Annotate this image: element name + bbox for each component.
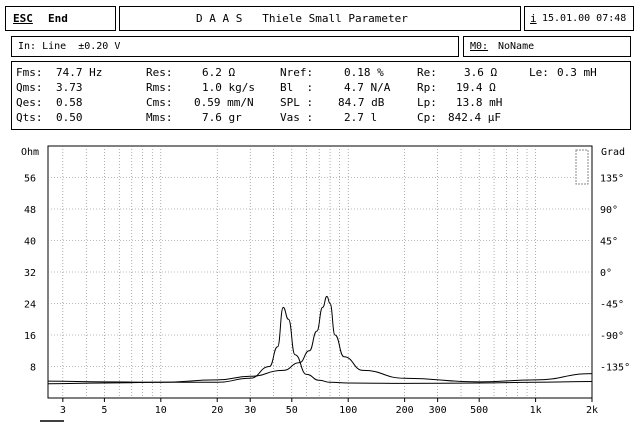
y-left-axis-label: Ohm: [21, 147, 39, 158]
y-left-ticks: 56 48 40 32 24 16 8: [24, 174, 36, 374]
param-rp-name: Rp:: [417, 81, 437, 94]
input-level-box[interactable]: In: Line ±0.20 V: [11, 36, 459, 57]
param-nref-value: 0.18 %: [344, 66, 384, 79]
y-right-tick-label: -135°: [600, 363, 630, 374]
y-right-tick-label: 45°: [600, 237, 618, 248]
param-fms-value: 74.7 Hz: [56, 66, 103, 79]
param-fms-name: Fms:: [16, 66, 43, 79]
esc-key-label: ESC: [13, 12, 33, 25]
mode-box[interactable]: M0: NoName: [463, 36, 631, 57]
esc-end-button[interactable]: ESC End: [5, 6, 116, 31]
param-qms-name: Qms:: [16, 81, 43, 94]
param-mms-name: Mms:: [146, 111, 173, 124]
param-rp-value: 19.4 Ω: [456, 81, 496, 94]
plot-grid: [48, 146, 592, 398]
y-right-axis-label: Grad: [601, 147, 625, 158]
param-cms-value: 0.59 mm/N: [194, 96, 254, 109]
param-spl-name: SPL :: [280, 96, 314, 109]
x-tick-label: 20: [211, 405, 223, 416]
param-rms-value: 1.0 kg/s: [202, 81, 255, 94]
impedance-curve-1: [47, 306, 593, 384]
x-tick-label: 30: [244, 405, 256, 416]
param-cp-value: 842.4 µF: [448, 111, 501, 124]
param-bl-name: Bl :: [280, 81, 314, 94]
y-right-ticks: 135° 90° 45° 0° -45° -90° -135°: [600, 174, 630, 374]
x-tick-label: 5: [101, 405, 107, 416]
y-right-tick-label: 0°: [600, 268, 612, 279]
x-tick-label: 50: [286, 405, 298, 416]
param-bl-value: 4.7 N/A: [344, 81, 391, 94]
page-title: D A A S Thiele Small Parameter: [196, 12, 408, 25]
parameter-panel: Fms: 74.7 Hz Qms: 3.73 Qes: 0.58 Qts: 0.…: [11, 61, 631, 130]
info-datetime[interactable]: i 15.01.00 07:48: [524, 6, 634, 31]
x-tick-label: 3: [60, 405, 66, 416]
param-lp-value: 13.8 mH: [456, 96, 503, 109]
param-le-value: 0.3 mH: [557, 66, 597, 79]
param-nref-name: Nref:: [280, 66, 314, 79]
x-tick-label: 1k: [530, 405, 542, 416]
param-mms-value: 7.6 gr: [202, 111, 242, 124]
mode-key: M0:: [470, 41, 489, 52]
param-spl-value: 84.7 dB: [338, 96, 385, 109]
x-tick-label: 200: [396, 405, 414, 416]
param-qes-value: 0.58: [56, 96, 83, 109]
param-qms-value: 3.73: [56, 81, 83, 94]
y-left-tick-label: 8: [30, 363, 36, 374]
x-ticks: 3 5 10 20 30 50 100 200 300 500 1k 2k: [60, 398, 598, 416]
mode-value: NoName: [498, 41, 535, 52]
datetime-label: 15.01.00 07:48: [542, 13, 627, 24]
param-qes-name: Qes:: [16, 96, 43, 109]
input-level-text: In: Line ±0.20 V: [18, 41, 121, 52]
y-right-tick-label: 90°: [600, 205, 618, 216]
param-vas-name: Vas :: [280, 111, 314, 124]
y-left-tick-label: 16: [24, 331, 36, 342]
param-qts-name: Qts:: [16, 111, 43, 124]
param-qts-value: 0.50: [56, 111, 83, 124]
param-re-value: 3.6 Ω: [464, 66, 498, 79]
x-tick-label: 300: [429, 405, 447, 416]
y-right-tick-label: -45°: [600, 300, 624, 311]
y-left-tick-label: 32: [24, 268, 36, 279]
y-left-tick-label: 40: [24, 237, 36, 248]
x-tick-label: 100: [339, 405, 357, 416]
title-bar: D A A S Thiele Small Parameter: [119, 6, 521, 31]
param-rms-name: Rms:: [146, 81, 173, 94]
x-tick-label: 2k: [586, 405, 598, 416]
y-left-tick-label: 48: [24, 205, 36, 216]
y-right-tick-label: -90°: [600, 331, 624, 342]
param-res-value: 6.2 Ω: [202, 66, 236, 79]
param-cms-name: Cms:: [146, 96, 173, 109]
param-le-name: Le:: [529, 66, 549, 79]
y-right-tick-label: 135°: [600, 174, 624, 185]
curves: [47, 295, 593, 385]
param-lp-name: Lp:: [417, 96, 437, 109]
end-label: End: [48, 12, 68, 25]
scroll-handle-icon[interactable]: [575, 149, 589, 185]
x-tick-label: 500: [470, 405, 488, 416]
param-res-name: Res:: [146, 66, 173, 79]
y-left-tick-label: 56: [24, 174, 36, 185]
param-cp-name: Cp:: [417, 111, 437, 124]
y-left-tick-label: 24: [24, 300, 36, 311]
param-re-name: Re:: [417, 66, 437, 79]
impedance-curve-2: [47, 295, 593, 385]
info-key: i: [530, 12, 537, 25]
param-vas-value: 2.7 l: [344, 111, 378, 124]
x-tick-label: 10: [155, 405, 167, 416]
